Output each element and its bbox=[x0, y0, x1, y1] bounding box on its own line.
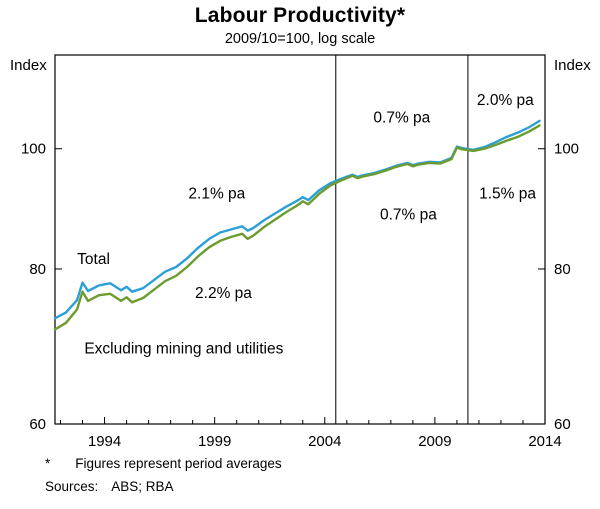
y-tick-label-left: 100 bbox=[21, 141, 46, 158]
footnote-asterisk: * bbox=[45, 456, 51, 471]
chart-title: Labour Productivity* bbox=[194, 4, 406, 27]
sources: Sources: ABS; RBA bbox=[45, 479, 174, 494]
annotation-label: 2.0% pa bbox=[477, 92, 534, 109]
annotation-label: Excluding mining and utilities bbox=[84, 341, 283, 358]
x-tick-label: 2004 bbox=[308, 433, 341, 450]
sources-label: Sources: bbox=[45, 479, 99, 494]
footnote: * Figures represent period averages bbox=[45, 456, 282, 471]
plot-border bbox=[54, 54, 546, 425]
footnote-text: Figures represent period averages bbox=[75, 456, 282, 471]
y-tick-label-right: 80 bbox=[554, 261, 571, 278]
x-tick-label: 2014 bbox=[528, 433, 561, 450]
x-tick-label: 1994 bbox=[88, 433, 121, 450]
sources-value: ABS; RBA bbox=[111, 479, 174, 494]
x-tick-label: 1999 bbox=[198, 433, 231, 450]
right-axis-unit-label: Index bbox=[554, 57, 591, 74]
annotation-label: 1.5% pa bbox=[479, 186, 536, 203]
x-tick-label: 2009 bbox=[418, 433, 451, 450]
y-tick-label-left: 80 bbox=[29, 261, 46, 278]
y-tick-label-left: 60 bbox=[29, 416, 46, 433]
annotation-label: Total bbox=[77, 251, 110, 268]
chart-subtitle: 2009/10=100, log scale bbox=[224, 31, 376, 47]
y-tick-label-right: 100 bbox=[554, 141, 579, 158]
annotation-label: 0.7% pa bbox=[373, 109, 430, 126]
left-axis-unit-label: Index bbox=[10, 57, 47, 74]
annotation-label: 2.2% pa bbox=[195, 285, 252, 302]
annotation-label: 2.1% pa bbox=[188, 186, 245, 203]
series-line-excluding bbox=[53, 124, 541, 331]
annotation-label: 0.7% pa bbox=[380, 207, 437, 224]
y-tick-label-right: 60 bbox=[554, 416, 571, 433]
